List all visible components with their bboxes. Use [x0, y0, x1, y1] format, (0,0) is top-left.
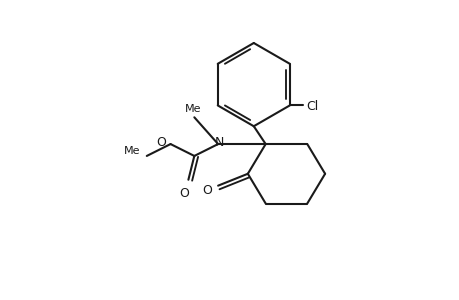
Text: Me: Me — [124, 146, 140, 157]
Text: O: O — [202, 184, 212, 196]
Text: O: O — [179, 187, 189, 200]
Text: Me: Me — [184, 104, 201, 114]
Text: O: O — [156, 136, 166, 149]
Text: N: N — [214, 136, 224, 149]
Text: Cl: Cl — [305, 100, 317, 112]
